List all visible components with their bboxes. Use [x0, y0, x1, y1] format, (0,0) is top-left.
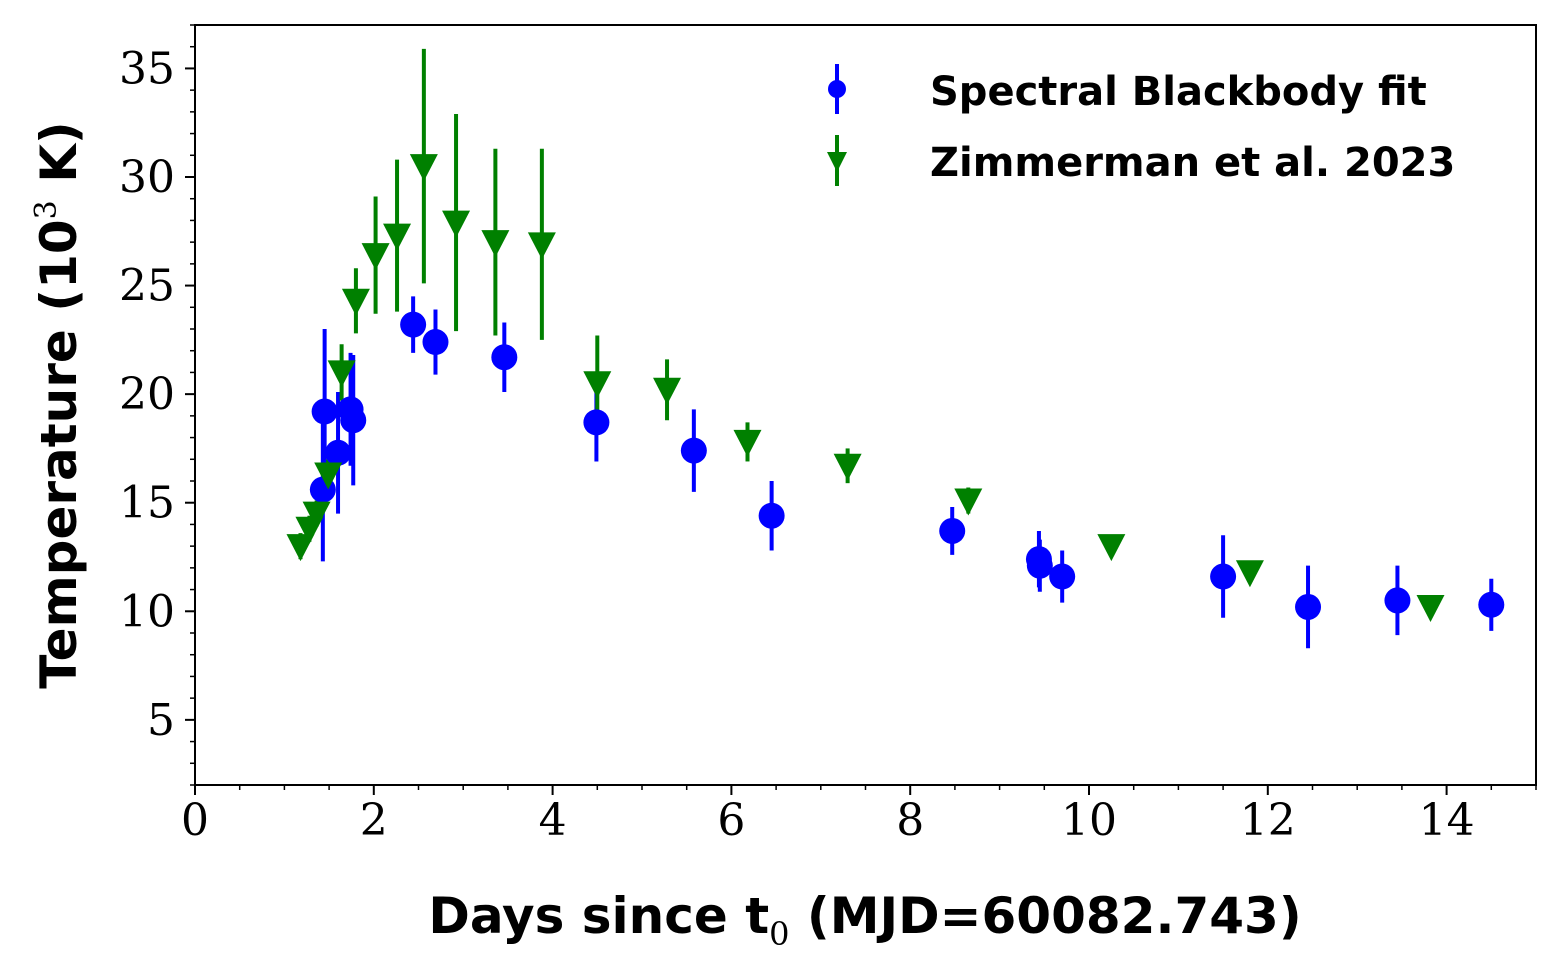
x-tick-label: 0 [181, 795, 209, 846]
blackbody-data-point [680, 437, 707, 464]
blackbody-data-point [1384, 587, 1411, 614]
zimmerman-data-point [527, 232, 556, 260]
zimmerman-data-point [409, 154, 438, 182]
zimmerman-data-point [653, 377, 682, 405]
x-tick-label: 14 [1419, 795, 1475, 846]
x-axis-title-main: Days since t [428, 887, 769, 945]
zimmerman-data-point [327, 360, 356, 388]
legend-label-blackbody: Spectral Blackbody fit [930, 69, 1427, 115]
axes-frame [194, 24, 1537, 786]
zimmerman-data-point [286, 534, 315, 562]
y-tick-label: 20 [119, 369, 175, 420]
blackbody-data-point [491, 344, 518, 371]
blackbody-data-point [1210, 563, 1237, 590]
blackbody-data-point [340, 407, 367, 434]
blackbody-data-point [583, 409, 610, 436]
zimmerman-data-point [833, 453, 862, 481]
zimmerman-data-point [361, 243, 390, 271]
zimmerman-data-point [1097, 534, 1126, 562]
zimmerman-data-point [314, 462, 343, 490]
zimmerman-data-point [1416, 594, 1445, 622]
x-axis-title-subscript: 0 [769, 915, 789, 953]
zimmerman-data-point [583, 371, 612, 399]
zimmerman-data-point [383, 223, 412, 251]
zimmerman-data-point [341, 288, 370, 316]
blackbody-data-point [1049, 563, 1076, 590]
zimmerman-data-point [954, 488, 983, 516]
y-tick-label: 30 [119, 152, 175, 203]
y-axis-title: Temperature (103 K) [29, 121, 88, 689]
zimmerman-data-point [733, 429, 762, 457]
blackbody-data-point [325, 439, 352, 466]
blackbody-data-point [1026, 552, 1053, 579]
blackbody-data-point [400, 311, 427, 338]
blackbody-data-point [311, 398, 338, 425]
ticks-layer: 0 2 4 6 8 10 12 14 5 10 15 20 25 30 35 [119, 24, 1537, 846]
zimmerman-data-point [481, 230, 510, 258]
legend-entry-blackbody: Spectral Blackbody fit [828, 64, 1427, 115]
legend: Spectral Blackbody fit Zimmerman et al. … [827, 64, 1455, 186]
blackbody-data-point [1478, 591, 1505, 618]
zimmerman-data-point [1235, 560, 1264, 588]
zimmerman-data-point [442, 210, 471, 238]
zimmerman-data-point [302, 501, 331, 529]
x-tick-label: 10 [1061, 795, 1117, 846]
x-tick-label: 6 [717, 795, 745, 846]
y-tick-label: 15 [119, 478, 175, 529]
plot-area [286, 48, 1505, 649]
x-tick-label: 8 [896, 795, 924, 846]
y-axis-title-superscript: 3 [29, 200, 64, 219]
legend-zimmerman-marker [827, 152, 847, 172]
y-axis-title-rest: K) [30, 121, 88, 200]
y-tick-label: 5 [147, 695, 175, 746]
markers-layer [286, 154, 1505, 622]
legend-entry-zimmerman: Zimmerman et al. 2023 [827, 135, 1455, 186]
legend-blackbody-marker [828, 80, 846, 98]
x-tick-label: 12 [1240, 795, 1296, 846]
x-tick-label: 4 [539, 795, 567, 846]
blackbody-data-point [939, 517, 966, 544]
blackbody-data-point [1295, 593, 1322, 620]
x-axis-title-rest: (MJD=60082.743) [790, 887, 1302, 945]
blackbody-data-point [758, 502, 785, 529]
x-axis-title: Days since t0 (MJD=60082.743) [428, 887, 1301, 953]
x-tick-label: 2 [360, 795, 388, 846]
y-tick-label: 25 [119, 261, 175, 312]
blackbody-data-point [422, 329, 449, 356]
y-axis-title-main: Temperature (10 [30, 219, 88, 688]
legend-label-zimmerman: Zimmerman et al. 2023 [930, 140, 1455, 186]
y-tick-label: 35 [119, 43, 175, 94]
y-tick-label: 10 [119, 586, 175, 637]
